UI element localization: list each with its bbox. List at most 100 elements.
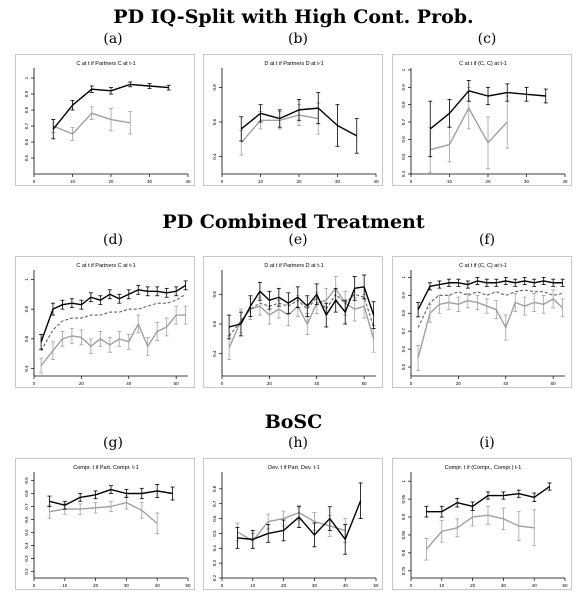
y-tick-label: 0.9 [401, 84, 406, 91]
y-tick-label: 0.4 [24, 542, 29, 549]
x-tick-label: 0 [33, 381, 36, 386]
y-tick-label: 0.8 [401, 549, 406, 556]
y-tick-label: 0.4 [212, 545, 217, 552]
chart-svg: C at t if (C, C) at t-1 0.5 0.6 0.7 0.8 0.9 1 0… [401, 263, 565, 386]
x-tick-label: 10 [70, 179, 76, 184]
y-tick-label: 0.8 [212, 291, 217, 298]
y-tick-label: 0.6 [212, 118, 217, 125]
chart-title: D at t if Partners D at t-1 [264, 263, 323, 269]
chart-title: C at t if (C, C) at t-1 [459, 61, 507, 67]
chart-title: C at t if (C, C) at t-1 [459, 263, 507, 269]
x-tick-label: 20 [93, 583, 99, 588]
chart-svg: Compr. t if (Compr., Compr.) t-1 0.75 0.8 0… [401, 465, 568, 588]
y-tick-label: 0.2 [24, 568, 29, 575]
x-tick-label: 30 [124, 583, 130, 588]
y-tick-label: 0.3 [212, 560, 217, 567]
y-tick-label: 0.6 [24, 516, 29, 523]
x-tick-label: 40 [314, 381, 320, 386]
chart-svg: C at t if Partners C at t-1 0.5 0.6 0.7 0.8 0… [24, 61, 191, 184]
y-tick-label: 0.8 [212, 485, 217, 492]
x-tick-label: 50 [373, 583, 379, 588]
x-tick-label: 20 [108, 179, 114, 184]
x-tick-label: 0 [221, 583, 224, 588]
x-tick-label: 40 [126, 381, 132, 386]
chart-svg: Compr. t if Part. Compr. t-1 0.2 0.3 0.4 0.5… [24, 465, 191, 588]
section-title-pd-combined: PD Combined Treatment [162, 211, 425, 233]
x-tick-label: 0 [410, 583, 413, 588]
y-tick-label: 0.9 [24, 477, 29, 484]
x-tick-label: 20 [470, 583, 476, 588]
y-tick-label: 0.6 [212, 320, 217, 327]
x-tick-label: 20 [281, 583, 287, 588]
y-tick-label: 0.7 [401, 118, 406, 125]
series-line-gray [40, 314, 186, 367]
y-tick-label: 1 [401, 68, 406, 71]
series-line-gray [49, 501, 158, 524]
chart-title: Dev. t if Part. Dev. t-1 [268, 465, 320, 471]
chart-panel-d: C at t if Partners C at t-1 0.4 0.6 0.8 1 0 20… [15, 256, 195, 388]
x-tick-label: 20 [456, 381, 462, 386]
section-title-pd-iq-split: PD IQ-Split with High Cont. Prob. [113, 6, 474, 28]
x-tick-label: 30 [501, 583, 507, 588]
y-tick-label: 0.5 [24, 529, 29, 536]
y-tick-label: 0.6 [401, 136, 406, 143]
chart-panel-g: Compr. t if Part. Compr. t-1 0.2 0.3 0.4 0.5… [15, 458, 195, 590]
y-tick-label: 0.6 [212, 515, 217, 522]
y-tick-label: 0.95 [401, 494, 406, 503]
chart-svg: D at t if Partners D at t-1 0.4 0.6 0.8 0 10 2… [212, 61, 379, 184]
x-tick-label: 0 [33, 583, 36, 588]
x-tick-label: 30 [524, 179, 530, 184]
y-tick-label: 0.9 [401, 292, 406, 299]
x-tick-label: 40 [503, 381, 509, 386]
section-title-bosc: BoSC [264, 411, 323, 433]
series-line-dashed [40, 293, 186, 352]
y-tick-label: 0.6 [401, 345, 406, 352]
x-tick-label: 40 [155, 583, 161, 588]
x-tick-label: 0 [410, 179, 413, 184]
x-tick-label: 0 [33, 179, 36, 184]
y-tick-label: 1 [401, 276, 406, 279]
y-tick-label: 0.6 [24, 335, 29, 342]
y-tick-label: 0.2 [212, 574, 217, 581]
y-tick-label: 0.8 [24, 106, 29, 113]
panel-label-b: (b) [288, 31, 308, 47]
chart-svg: Dev. t if Part. Dev. t-1 0.2 0.3 0.4 0.5 0.6 0… [212, 465, 379, 588]
x-tick-label: 0 [221, 381, 224, 386]
y-tick-label: 0.4 [401, 170, 406, 177]
panel-label-h: (h) [288, 435, 308, 451]
chart-title: C at t if Partners C at t-1 [76, 263, 135, 269]
y-tick-label: 0.4 [212, 350, 217, 357]
series-line-gray [425, 514, 535, 550]
y-tick-label: 0.7 [24, 122, 29, 129]
chart-svg: C at t if Partners C at t-1 0.4 0.6 0.8 1 0 20… [24, 263, 188, 386]
y-tick-label: 1 [401, 479, 406, 482]
chart-panel-e: D at t if Partners D at t-1 0.4 0.6 0.8 0 20 4… [203, 256, 383, 388]
y-tick-label: 0.8 [212, 84, 217, 91]
chart-panel-a: C at t if Partners C at t-1 0.5 0.6 0.7 0.8 0… [15, 54, 195, 186]
y-tick-label: 0.5 [401, 363, 406, 370]
y-tick-label: 0.8 [401, 310, 406, 317]
y-tick-label: 0.9 [401, 513, 406, 520]
series-line-gray [417, 298, 564, 359]
x-tick-label: 50 [185, 583, 191, 588]
x-tick-label: 40 [343, 583, 349, 588]
panel-label-d: (d) [103, 232, 123, 248]
x-tick-label: 10 [447, 179, 453, 184]
x-tick-label: 20 [296, 179, 302, 184]
x-tick-label: 40 [373, 179, 379, 184]
x-tick-label: 60 [551, 381, 557, 386]
y-tick-label: 0.8 [401, 101, 406, 108]
y-tick-label: 0.6 [24, 138, 29, 145]
x-tick-label: 60 [362, 381, 368, 386]
x-tick-label: 30 [335, 179, 341, 184]
chart-panel-i: Compr. t if (Compr., Compr.) t-1 0.75 0.8 0… [392, 458, 572, 590]
y-tick-label: 0.7 [212, 500, 217, 507]
panel-label-e: (e) [288, 232, 308, 248]
x-tick-label: 10 [258, 179, 264, 184]
y-tick-label: 1 [24, 76, 29, 79]
y-tick-label: 0.7 [401, 328, 406, 335]
y-tick-label: 1 [24, 278, 29, 281]
y-tick-label: 0.85 [401, 530, 406, 539]
x-tick-label: 40 [532, 583, 538, 588]
y-tick-label: 0.3 [24, 555, 29, 562]
